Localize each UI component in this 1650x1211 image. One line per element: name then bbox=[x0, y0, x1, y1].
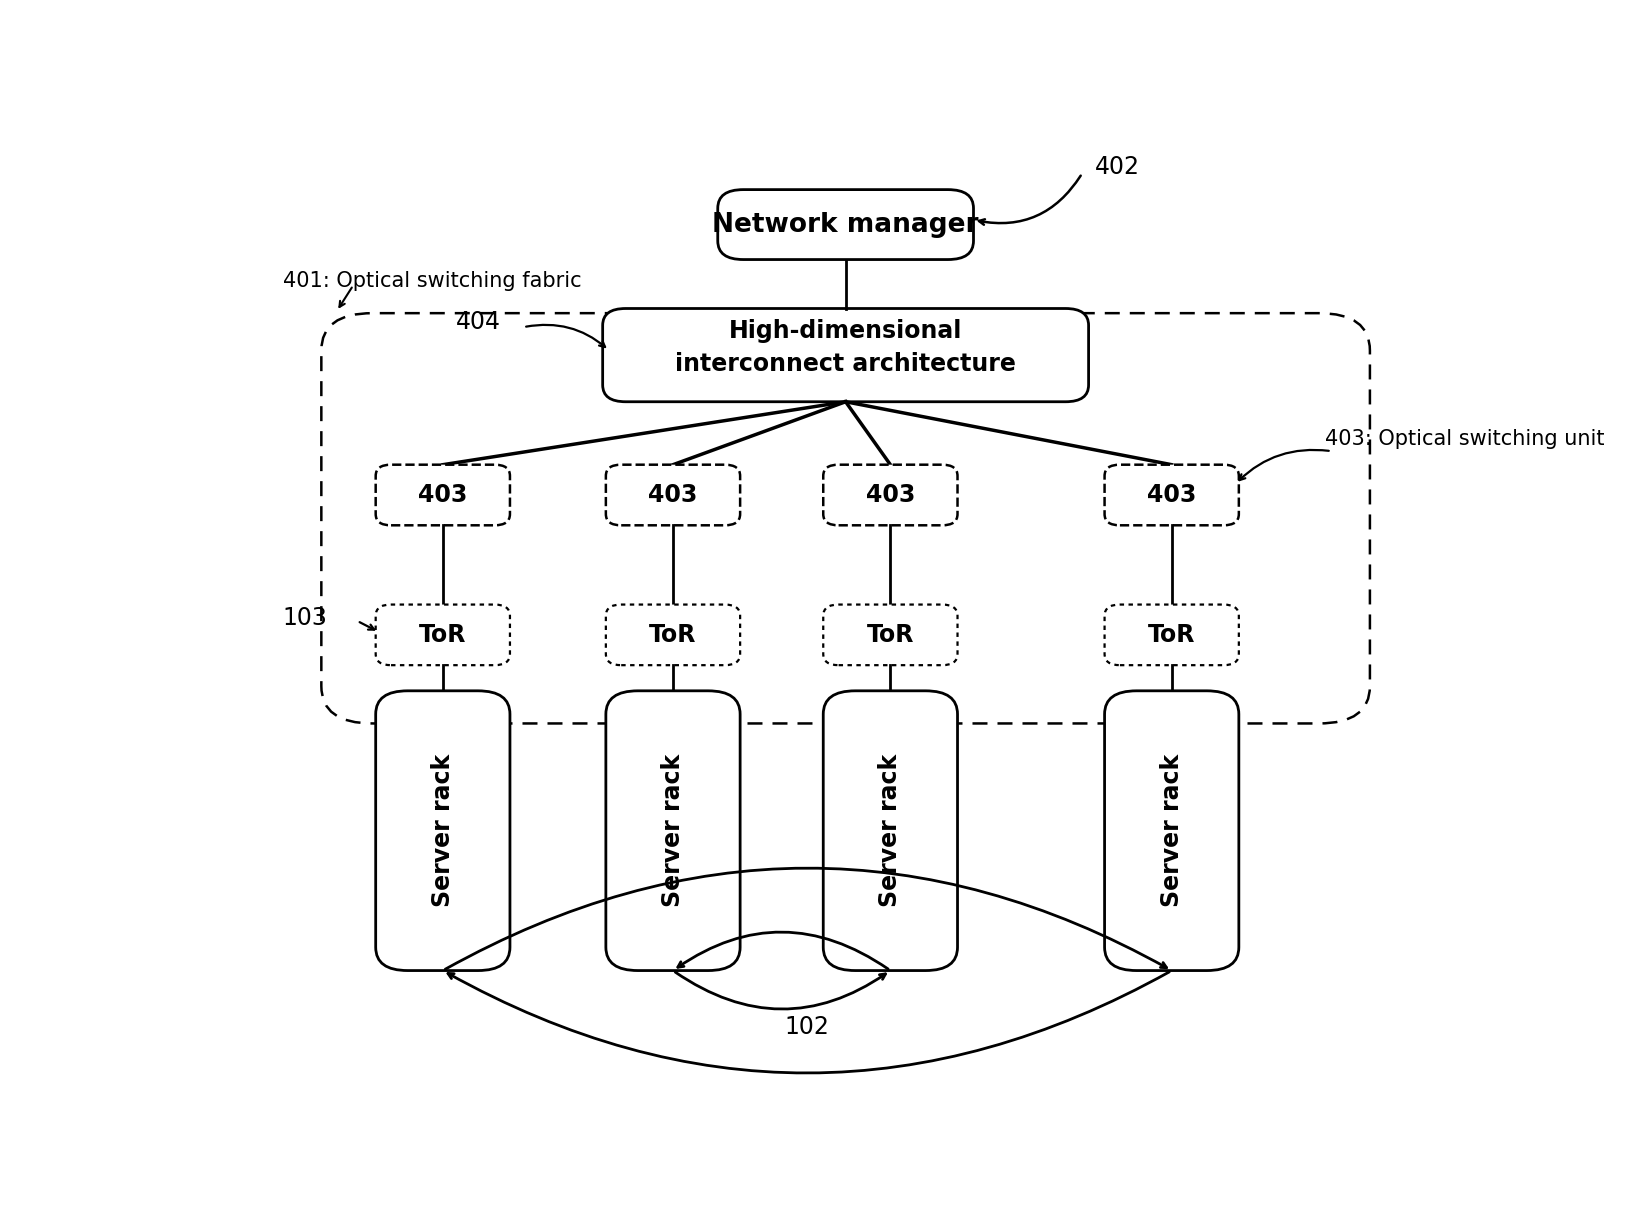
FancyBboxPatch shape bbox=[1104, 690, 1239, 970]
FancyBboxPatch shape bbox=[718, 190, 974, 259]
Text: 404: 404 bbox=[455, 310, 500, 334]
FancyBboxPatch shape bbox=[606, 604, 741, 665]
FancyBboxPatch shape bbox=[606, 690, 741, 970]
FancyBboxPatch shape bbox=[823, 604, 957, 665]
Text: ToR: ToR bbox=[650, 622, 696, 647]
Text: 403: 403 bbox=[1147, 483, 1196, 507]
FancyBboxPatch shape bbox=[322, 314, 1370, 723]
Text: Server rack: Server rack bbox=[431, 754, 455, 907]
FancyBboxPatch shape bbox=[1104, 604, 1239, 665]
Text: 403: 403 bbox=[417, 483, 467, 507]
Text: 402: 402 bbox=[1096, 155, 1140, 179]
Text: 102: 102 bbox=[785, 1015, 830, 1039]
Text: 403: 403 bbox=[648, 483, 698, 507]
FancyBboxPatch shape bbox=[823, 690, 957, 970]
Text: 403: Optical switching unit: 403: Optical switching unit bbox=[1325, 429, 1605, 449]
Text: Server rack: Server rack bbox=[662, 754, 685, 907]
FancyBboxPatch shape bbox=[1104, 465, 1239, 526]
Text: 403: 403 bbox=[866, 483, 916, 507]
Text: ToR: ToR bbox=[866, 622, 914, 647]
FancyBboxPatch shape bbox=[823, 465, 957, 526]
FancyBboxPatch shape bbox=[376, 465, 510, 526]
Text: Network manager: Network manager bbox=[713, 212, 978, 237]
Text: ToR: ToR bbox=[1148, 622, 1195, 647]
Text: High-dimensional
interconnect architecture: High-dimensional interconnect architectu… bbox=[675, 318, 1016, 377]
FancyBboxPatch shape bbox=[376, 604, 510, 665]
Text: Server rack: Server rack bbox=[878, 754, 903, 907]
Text: ToR: ToR bbox=[419, 622, 467, 647]
FancyBboxPatch shape bbox=[376, 690, 510, 970]
FancyBboxPatch shape bbox=[606, 465, 741, 526]
Text: 103: 103 bbox=[282, 606, 328, 630]
FancyBboxPatch shape bbox=[602, 309, 1089, 402]
Text: Server rack: Server rack bbox=[1160, 754, 1183, 907]
Text: 401: Optical switching fabric: 401: Optical switching fabric bbox=[284, 270, 581, 291]
